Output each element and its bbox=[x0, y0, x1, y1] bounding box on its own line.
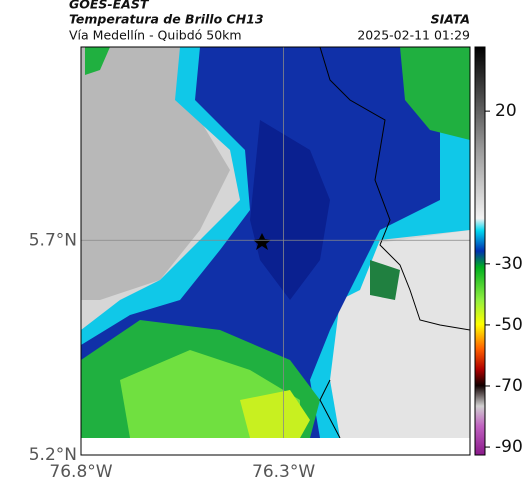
colorbar-tick-label: -90 bbox=[495, 437, 523, 457]
colorbar-tick-label: 20 bbox=[495, 101, 517, 121]
map-frame bbox=[80, 46, 471, 456]
lat-tick-label: 5.2°N bbox=[29, 445, 77, 465]
title: Temperatura de Brillo CH13 bbox=[69, 12, 264, 27]
colorbar-tick-label: -70 bbox=[495, 376, 523, 396]
colorbar-ticks: 20 -30 -50 -70 -90 bbox=[485, 101, 523, 457]
brand: SIATA bbox=[431, 12, 470, 27]
timestamp: 2025-02-11 01:29 bbox=[357, 28, 470, 43]
source: GOES-EAST bbox=[69, 0, 150, 12]
lat-tick-label: 5.7°N bbox=[29, 230, 77, 250]
colorbar bbox=[474, 46, 486, 456]
map-axes: 76.8°W 76.3°W 5.2°N 5.7°N bbox=[29, 47, 470, 482]
satellite-image bbox=[81, 47, 470, 438]
lon-tick-label: 76.8°W bbox=[49, 462, 112, 482]
colorbar-tick-label: -50 bbox=[495, 315, 523, 335]
subtitle: Vía Medellín - Quibdó 50km bbox=[69, 28, 242, 43]
lon-tick-label: 76.3°W bbox=[252, 462, 315, 482]
colorbar-tick-label: -30 bbox=[495, 254, 523, 274]
